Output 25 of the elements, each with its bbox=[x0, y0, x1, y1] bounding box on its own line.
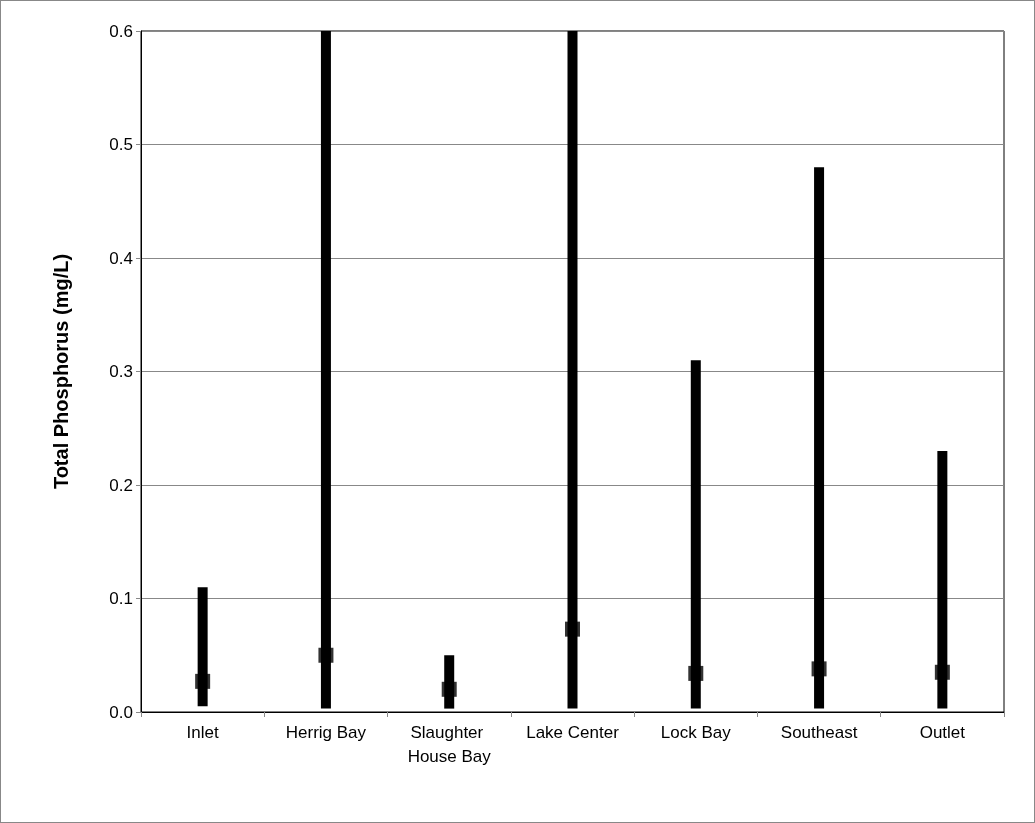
y-tick-label: 0.6 bbox=[109, 21, 133, 41]
y-tick-label: 0.0 bbox=[109, 702, 133, 722]
x-tick-label: Slaughter House Bay bbox=[407, 722, 492, 766]
y-tick-label: 0.1 bbox=[109, 589, 133, 608]
y-axis-title: Total Phosphorus (mg/L) bbox=[50, 253, 72, 490]
point bbox=[688, 665, 704, 681]
y-tick-label: 0.4 bbox=[109, 248, 133, 268]
x-tick-label: Outlet bbox=[919, 722, 966, 742]
bar bbox=[814, 167, 825, 709]
x-tick-label: Inlet bbox=[186, 722, 219, 742]
bar bbox=[690, 360, 701, 709]
x-tick-label: Lake Center bbox=[526, 722, 620, 742]
x-tick-label: Southeast bbox=[780, 722, 858, 742]
point bbox=[934, 664, 950, 680]
point bbox=[318, 647, 334, 663]
y-tick-label: 0.2 bbox=[109, 475, 133, 495]
x-tick-label: Lock Bay bbox=[660, 722, 732, 742]
bar bbox=[937, 450, 948, 709]
y-tick-label: 0.5 bbox=[109, 135, 133, 154]
point bbox=[441, 681, 457, 697]
point bbox=[811, 661, 827, 677]
point bbox=[195, 673, 211, 689]
y-tick-label: 0.3 bbox=[109, 362, 133, 381]
point bbox=[565, 621, 580, 637]
x-tick-label: Herrig Bay bbox=[285, 722, 367, 742]
